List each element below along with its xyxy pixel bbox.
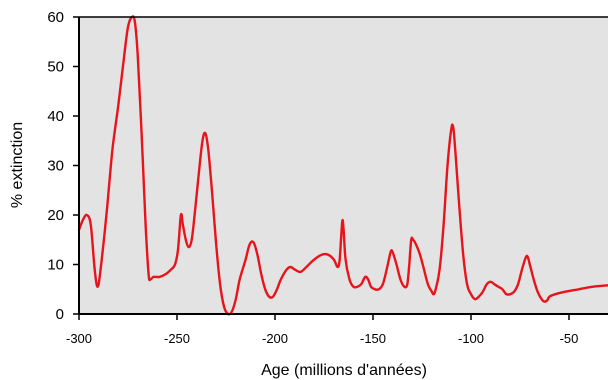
plot-area xyxy=(79,17,608,314)
x-tick-label: -50 xyxy=(560,331,579,346)
series-line xyxy=(77,15,608,316)
y-tick-label: 50 xyxy=(47,59,64,76)
x-axis-title: Age (millions d'années) xyxy=(261,362,427,379)
y-tick-label: 20 xyxy=(47,207,64,224)
x-tick-label: -200 xyxy=(262,331,288,346)
ticks-layer: -300-250-200-150-100-5000102030405060 xyxy=(47,9,579,346)
y-tick-label: 60 xyxy=(47,9,64,26)
x-tick-label: -250 xyxy=(164,331,190,346)
y-tick-label: 0 xyxy=(56,306,64,323)
y-axis-title: % extinction xyxy=(9,122,26,208)
y-tick-label: 30 xyxy=(47,158,64,175)
x-tick-label: -100 xyxy=(458,331,484,346)
x-tick-label: -150 xyxy=(360,331,386,346)
y-tick-label: 10 xyxy=(47,257,64,274)
x-tick-label: -300 xyxy=(66,331,92,346)
y-tick-label: 40 xyxy=(47,108,64,125)
